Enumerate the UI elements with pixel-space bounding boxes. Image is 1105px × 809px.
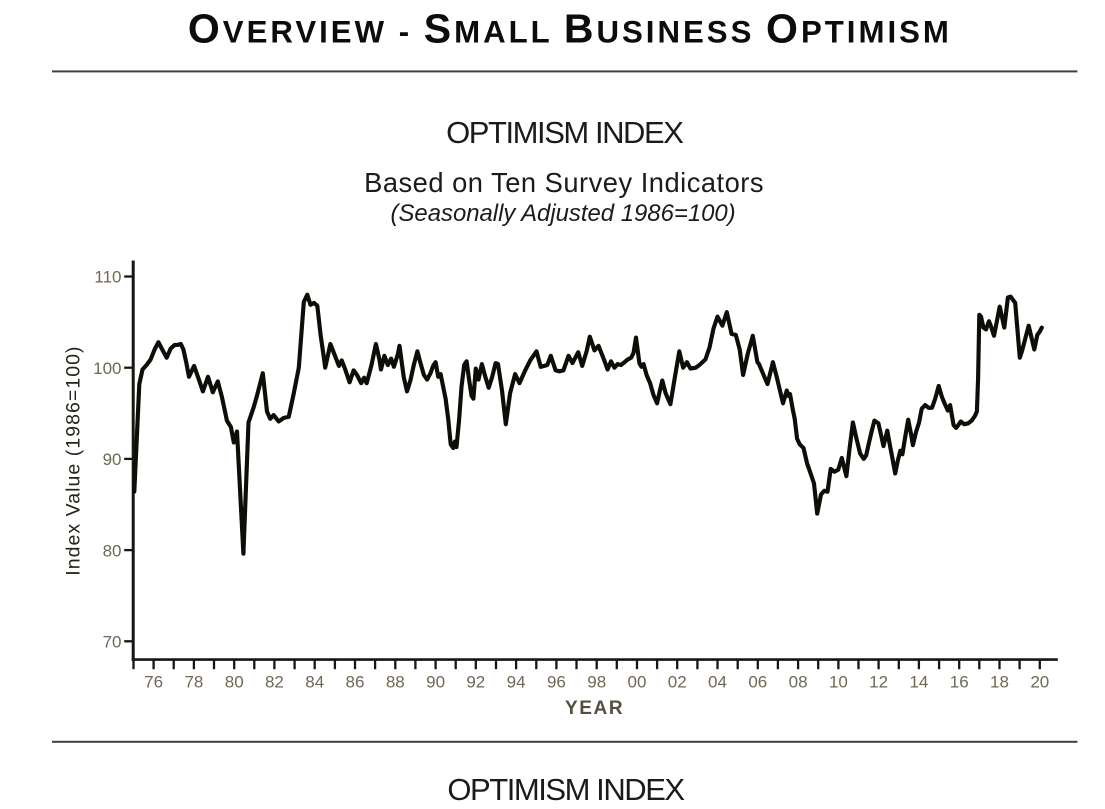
svg-text:90: 90	[426, 673, 445, 692]
svg-text:00: 00	[628, 673, 647, 692]
svg-text:08: 08	[789, 673, 808, 692]
svg-text:06: 06	[748, 673, 767, 692]
svg-text:84: 84	[305, 673, 324, 692]
svg-text:02: 02	[668, 673, 687, 692]
svg-text:78: 78	[184, 673, 203, 692]
svg-text:10: 10	[829, 673, 848, 692]
svg-text:94: 94	[507, 673, 526, 692]
svg-text:20: 20	[1030, 673, 1049, 692]
svg-text:96: 96	[547, 673, 566, 692]
svg-text:88: 88	[386, 673, 405, 692]
svg-text:14: 14	[909, 673, 928, 692]
svg-text:86: 86	[346, 673, 365, 692]
svg-text:Index Value (1986=100): Index Value (1986=100)	[63, 345, 85, 575]
svg-text:92: 92	[466, 673, 485, 692]
svg-text:80: 80	[225, 673, 244, 692]
svg-text:110: 110	[94, 268, 121, 287]
svg-text:YEAR: YEAR	[565, 698, 624, 719]
svg-text:90: 90	[103, 450, 122, 469]
svg-text:70: 70	[103, 633, 122, 652]
svg-text:(Seasonally Adjusted 1986=100): (Seasonally Adjusted 1986=100)	[391, 200, 736, 227]
svg-text:Based on Ten Survey Indicators: Based on Ten Survey Indicators	[364, 167, 764, 198]
svg-text:76: 76	[144, 673, 163, 692]
svg-text:OVERVIEW - SMALL BUSINESS OPTI: OVERVIEW - SMALL BUSINESS OPTIMISM	[188, 5, 952, 51]
svg-text:16: 16	[950, 673, 969, 692]
svg-text:OPTIMISM INDEX: OPTIMISM INDEX	[446, 115, 684, 150]
svg-text:04: 04	[708, 673, 727, 692]
svg-text:18: 18	[990, 673, 1009, 692]
svg-text:100: 100	[93, 359, 121, 378]
svg-text:82: 82	[265, 673, 284, 692]
svg-text:80: 80	[103, 541, 122, 560]
svg-text:OPTIMISM INDEX: OPTIMISM INDEX	[447, 772, 685, 807]
svg-text:12: 12	[869, 673, 888, 692]
svg-text:98: 98	[587, 673, 606, 692]
